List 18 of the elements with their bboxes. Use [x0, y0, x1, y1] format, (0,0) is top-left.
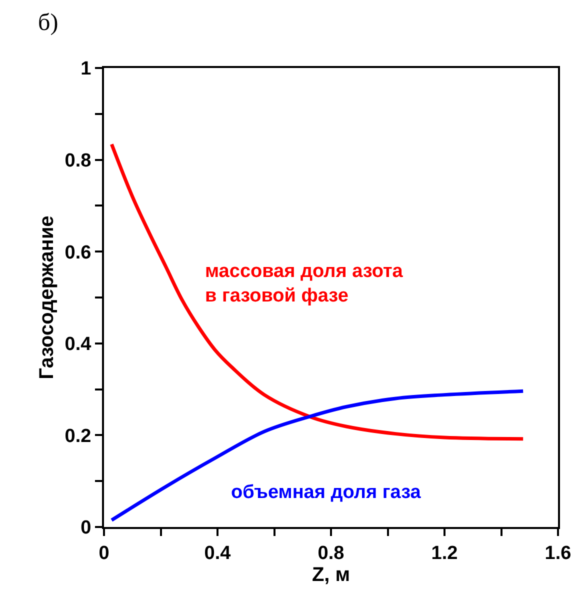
y-tick-label: 0.8: [64, 150, 92, 172]
x-tick-label: 1.2: [431, 542, 458, 564]
text: б): [38, 10, 58, 36]
line-series: [110, 142, 525, 441]
x-tick-label: 0: [98, 542, 110, 564]
x-axis-title: Z, м: [312, 564, 350, 586]
line-series: [110, 389, 525, 522]
y-tick-label: 0.2: [64, 426, 92, 447]
x-tick-label: 0.8: [318, 542, 344, 564]
y-tick-label: 0.6: [64, 242, 92, 264]
series-label: объемная доля газа: [231, 482, 422, 503]
y-tick-label: 1: [80, 58, 92, 80]
y-tick-label: 0.4: [64, 334, 92, 356]
series-label: массовая доля азота в газовой фазе: [205, 261, 404, 307]
x-tick-label: 1.6: [544, 542, 572, 564]
y-tick-label: 0: [80, 518, 92, 539]
x-tick-label: 0.4: [204, 542, 232, 564]
y-axis-title: Газосодержание: [36, 216, 58, 380]
